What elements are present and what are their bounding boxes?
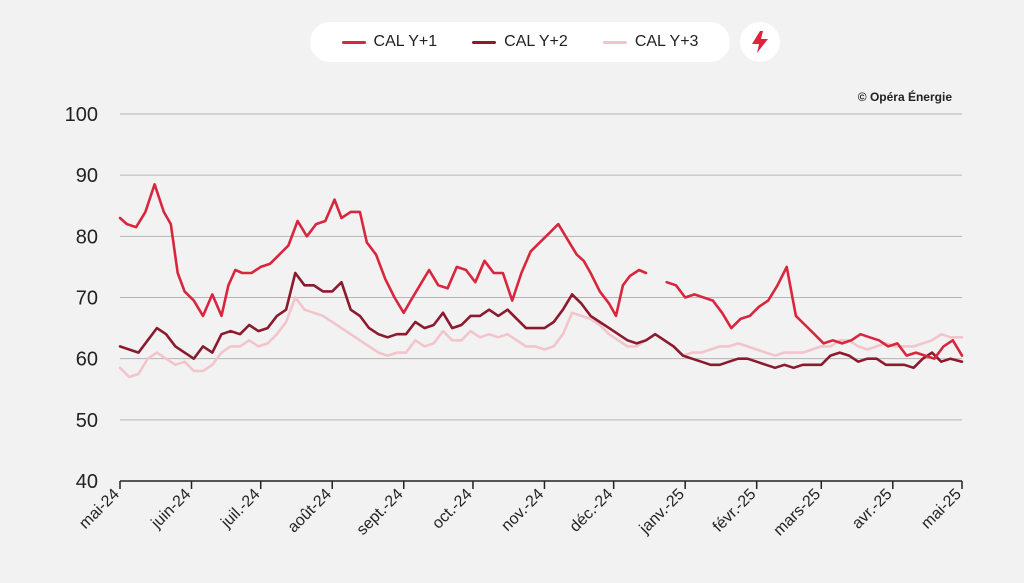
x-axis: mai-24 juin-24 juil.-24 août-24 sept.-24 oct.… bbox=[76, 480, 965, 540]
x-tick-label: avr.-25 bbox=[849, 486, 896, 533]
x-tick-label: juin-24 bbox=[148, 486, 195, 533]
legend-label-cal-y2: CAL Y+2 bbox=[504, 33, 568, 50]
chart-legend: CAL Y+1 CAL Y+2 CAL Y+3 bbox=[310, 22, 730, 62]
y-tick-label: 50 bbox=[76, 410, 98, 432]
lightning-bolt-icon bbox=[752, 31, 768, 53]
legend-swatch-cal-y2 bbox=[472, 40, 497, 44]
legend-swatch-cal-y1 bbox=[341, 40, 366, 44]
x-tick-label: août-24 bbox=[285, 486, 335, 536]
x-tick-label: mars-25 bbox=[771, 486, 825, 540]
legend-item-cal-y3[interactable]: CAL Y+3 bbox=[602, 33, 699, 51]
legend-label-cal-y1: CAL Y+1 bbox=[373, 33, 438, 50]
series-line-cal-y-1 bbox=[118, 183, 648, 318]
legend-label-cal-y3: CAL Y+3 bbox=[634, 33, 699, 50]
x-tick-label: janv.-25 bbox=[636, 486, 688, 538]
x-tick-label: févr.-25 bbox=[710, 486, 760, 536]
series-line-cal-y-3 bbox=[118, 296, 964, 379]
y-tick-label: 100 bbox=[65, 104, 98, 126]
series-line-cal-y-2 bbox=[118, 271, 964, 370]
x-tick-label: sept.-24 bbox=[354, 486, 407, 539]
copyright-credit: © Opéra Énergie bbox=[857, 90, 952, 104]
y-tick-label: 90 bbox=[76, 165, 98, 187]
legend-item-cal-y1[interactable]: CAL Y+1 bbox=[341, 33, 438, 51]
x-tick-label: déc.-24 bbox=[567, 486, 617, 536]
y-tick-label: 60 bbox=[76, 349, 98, 371]
x-tick-label: juil.-24 bbox=[217, 486, 263, 532]
y-tick-label: 80 bbox=[76, 226, 98, 248]
y-tick-label: 40 bbox=[76, 471, 98, 493]
x-tick-label: nov.-24 bbox=[498, 486, 547, 535]
y-axis-ticks: 40 50 60 70 80 90 100 bbox=[65, 104, 98, 493]
energy-badge bbox=[740, 22, 780, 62]
x-tick-label: oct.-24 bbox=[429, 486, 476, 533]
series-line-cal-y-1 bbox=[665, 265, 964, 361]
legend-item-cal-y2[interactable]: CAL Y+2 bbox=[472, 33, 568, 51]
x-tick-label: mai-25 bbox=[918, 486, 965, 533]
legend-swatch-cal-y3 bbox=[602, 40, 627, 44]
chart-series bbox=[118, 183, 964, 379]
chart-gridlines bbox=[120, 113, 962, 421]
y-tick-label: 70 bbox=[76, 288, 98, 310]
